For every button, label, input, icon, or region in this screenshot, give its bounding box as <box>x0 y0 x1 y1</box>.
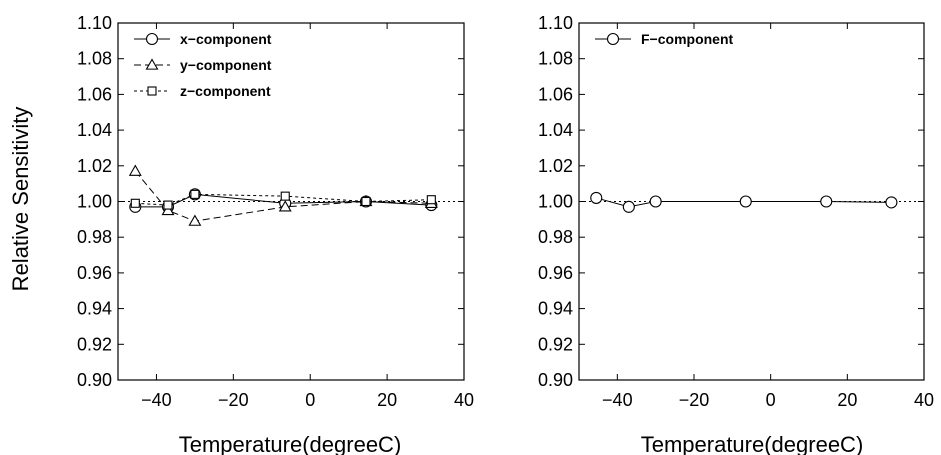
y-tick-label: 0.90 <box>77 370 112 390</box>
y-tick-label: 1.06 <box>538 84 573 104</box>
y-tick-label: 1.00 <box>538 192 573 212</box>
data-point <box>163 200 173 210</box>
x-tick-label: −40 <box>141 390 172 410</box>
data-point <box>649 195 662 208</box>
x-tick-label: 20 <box>837 390 857 410</box>
y-tick-label: 1.08 <box>77 49 112 69</box>
y-axis-title: Relative Sensitivity <box>8 107 33 292</box>
data-point <box>128 164 142 176</box>
legend-marker <box>145 32 159 46</box>
data-point <box>130 198 140 208</box>
x-tick-label: −20 <box>218 390 249 410</box>
legend-label: x−component <box>180 31 272 47</box>
x-tick-label: 40 <box>454 390 474 410</box>
data-point <box>622 200 635 213</box>
y-tick-label: 1.04 <box>77 120 112 140</box>
legend: x−component y−component z−component <box>134 31 272 99</box>
y-tick-label: 1.10 <box>538 13 573 33</box>
data-point <box>190 189 200 199</box>
legend-marker <box>147 86 157 96</box>
y-tick-label: 1.04 <box>538 120 573 140</box>
y-tick-label: 0.96 <box>77 263 112 283</box>
y-tick-label: 0.90 <box>538 370 573 390</box>
y-tick-label: 1.10 <box>77 13 112 33</box>
legend-label: y−component <box>180 57 272 73</box>
y-tick-label: 0.96 <box>538 263 573 283</box>
legend-marker <box>145 58 159 70</box>
series-0 <box>590 191 898 213</box>
x-tick-label: 0 <box>305 390 315 410</box>
y-tick-label: 0.94 <box>77 299 112 319</box>
left-panel: 0.90 0.92 0.94 0.96 0.98 1.00 1.02 1.04 1.06 1.08… <box>77 13 474 410</box>
y-tick-label: 1.06 <box>77 84 112 104</box>
x-tick-label: 20 <box>377 390 397 410</box>
legend: F−component <box>595 31 734 47</box>
x-tick-label: 40 <box>914 390 934 410</box>
y-tick-label: 0.92 <box>77 334 112 354</box>
data-point <box>885 196 898 209</box>
y-tick-label: 0.94 <box>538 299 573 319</box>
y-tick-label: 1.00 <box>77 192 112 212</box>
y-tick-label: 1.08 <box>538 49 573 69</box>
data-point <box>590 191 603 204</box>
y-tick-label: 1.02 <box>538 156 573 176</box>
x-tick-label: −40 <box>602 390 633 410</box>
data-point <box>161 203 175 216</box>
legend-marker <box>606 32 620 46</box>
data-point <box>361 196 371 207</box>
right-x-axis-title: Temperature(degreeC) <box>641 432 864 455</box>
y-tick-label: 0.98 <box>77 227 112 247</box>
data-point <box>739 195 752 208</box>
y-tick-label: 0.92 <box>538 334 573 354</box>
series-2 <box>130 189 436 210</box>
right-panel: 0.90 0.92 0.94 0.96 0.98 1.00 1.02 1.04 1.06 1.08… <box>538 13 934 410</box>
y-tick-label: 0.98 <box>538 227 573 247</box>
legend-label: F−component <box>641 31 734 47</box>
x-tick-label: 0 <box>766 390 776 410</box>
legend-label: z−component <box>180 83 271 99</box>
data-point <box>278 200 292 212</box>
y-tick-label: 1.02 <box>77 156 112 176</box>
data-point <box>188 214 202 226</box>
left-x-axis-title: Temperature(degreeC) <box>179 432 402 455</box>
series-line <box>134 170 432 222</box>
data-point <box>820 195 833 208</box>
x-tick-label: −20 <box>679 390 710 410</box>
data-point <box>280 191 290 201</box>
data-point <box>426 195 436 205</box>
